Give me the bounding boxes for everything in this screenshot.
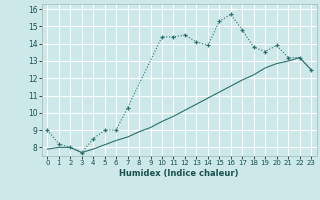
X-axis label: Humidex (Indice chaleur): Humidex (Indice chaleur) — [119, 169, 239, 178]
